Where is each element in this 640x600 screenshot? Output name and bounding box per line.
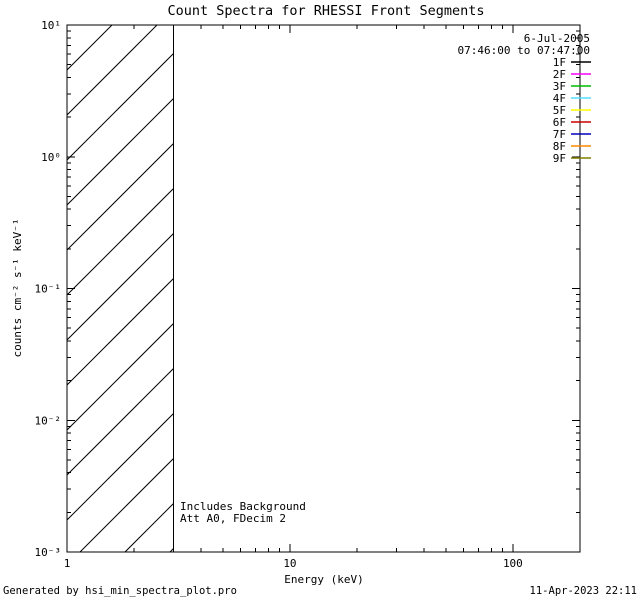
legend-label-2f: 2F [553, 68, 566, 81]
x-tick-label: 1 [64, 557, 71, 570]
axis-ticks [66, 24, 580, 553]
x-tick-label: 10 [283, 557, 296, 570]
y-tick-labels: 10⁻³ 10⁻² 10⁻¹ 10⁰ 10¹ [35, 19, 62, 559]
hatch-region-icon [67, 25, 174, 552]
legend-label-4f: 4F [553, 92, 566, 105]
x-axis-label: Energy (keV) [284, 573, 363, 586]
legend-label-6f: 6F [553, 116, 566, 129]
x-tick-labels: 1 10 100 [64, 557, 523, 570]
background-note: Includes Background [180, 500, 306, 513]
y-tick-label: 10¹ [41, 19, 61, 32]
y-tick-label: 10⁻² [35, 414, 62, 427]
y-tick-label: 10⁻³ [35, 546, 62, 559]
x-tick-label: 100 [503, 557, 523, 570]
legend-label-3f: 3F [553, 80, 566, 93]
legend-label-5f: 5F [553, 104, 566, 117]
chart-title: Count Spectra for RHESSI Front Segments [168, 3, 485, 19]
y-tick-label: 10⁻¹ [35, 283, 62, 296]
footer-timestamp: 11-Apr-2023 22:11 [530, 585, 637, 597]
y-axis-label: counts cm⁻² s⁻¹ keV⁻¹ [11, 218, 24, 357]
legend-label-7f: 7F [553, 128, 566, 141]
legend-label-1f: 1F [553, 56, 566, 69]
legend-label-9f: 9F [553, 152, 566, 165]
legend-date: 6-Jul-2005 [524, 32, 590, 45]
attenuator-note: Att A0, FDecim 2 [180, 512, 286, 525]
footer-generated-by: Generated by hsi_min_spectra_plot.pro [3, 585, 237, 597]
y-tick-label: 10⁰ [41, 151, 61, 164]
legend-label-8f: 8F [553, 140, 566, 153]
legend-time-range: 07:46:00 to 07:47:00 [458, 44, 590, 57]
